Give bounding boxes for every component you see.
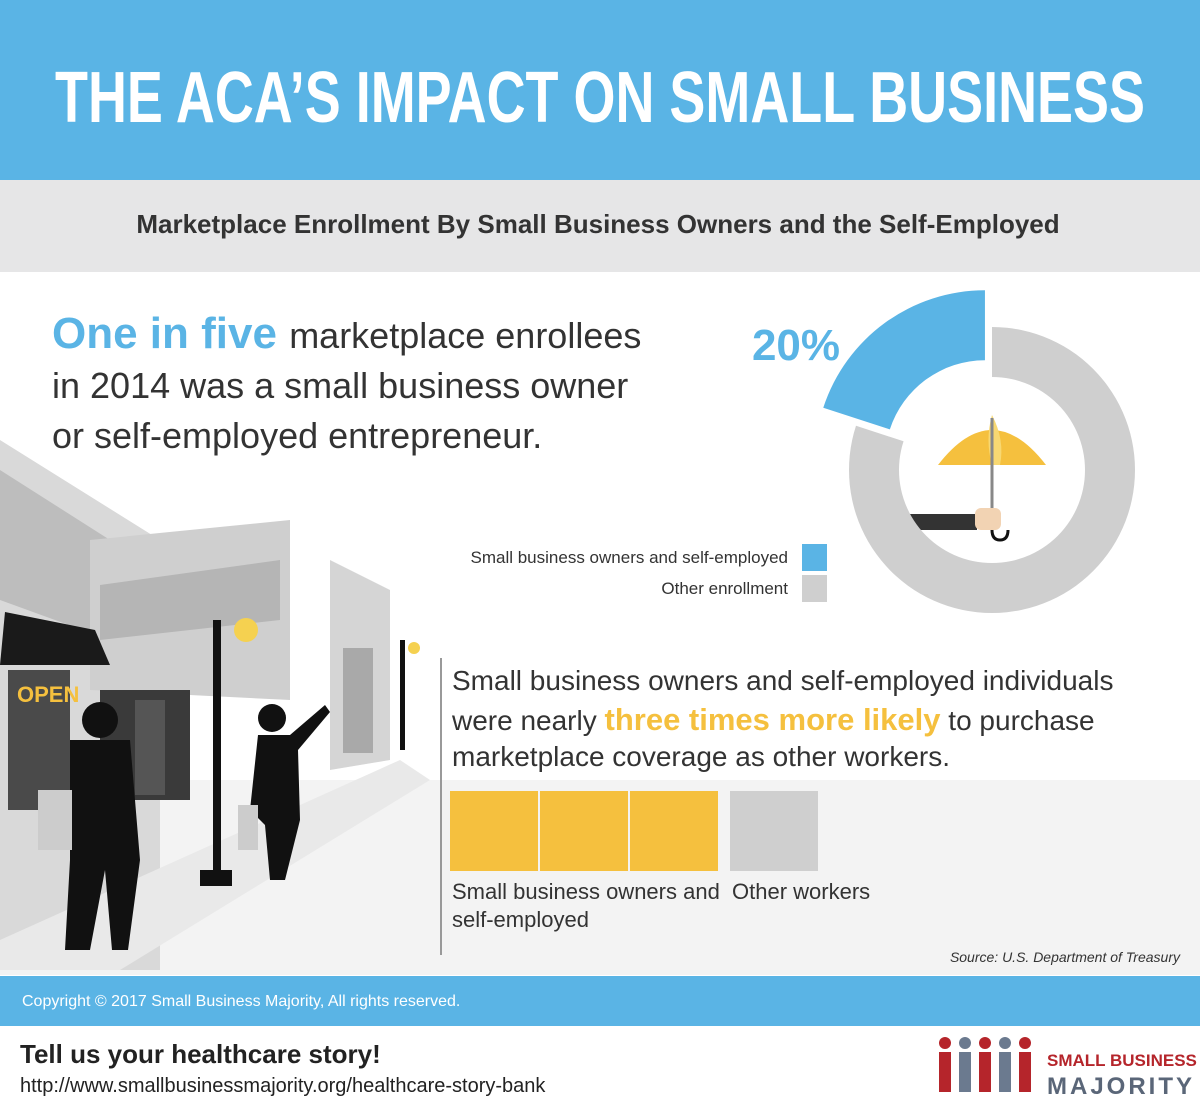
subtitle-band xyxy=(0,180,1200,272)
url[interactable]: http://www.smallbusinessmajority.org/hea… xyxy=(20,1075,546,1097)
svg-text:OPEN: OPEN xyxy=(17,682,79,707)
pictograph-group xyxy=(450,791,718,871)
intro-highlight: One in five xyxy=(52,309,277,358)
pictograph-group xyxy=(730,791,818,871)
source: Source: U.S. Department of Treasury xyxy=(950,949,1181,965)
subtitle: Marketplace Enrollment By Small Business… xyxy=(136,209,1059,239)
logo-icon xyxy=(939,1037,1031,1092)
umbrella-icon xyxy=(905,415,1046,542)
comparison-text: were nearly xyxy=(451,705,605,736)
intro-line: One in five marketplace enrollees xyxy=(52,309,641,358)
legend-label: Small business owners and self-employed xyxy=(471,548,789,567)
footer-band xyxy=(0,976,1200,1026)
comparison-text: Small business owners and self-employed … xyxy=(452,665,1113,696)
intro-text: marketplace enrollees xyxy=(289,315,641,356)
intro-text: in 2014 was a small business owner xyxy=(52,365,628,406)
copyright: Copyright © 2017 Small Business Majority… xyxy=(22,993,460,1010)
header-band xyxy=(0,0,1200,180)
pictograph-square xyxy=(730,791,818,871)
legend-label: Other enrollment xyxy=(661,579,788,598)
legend-swatch xyxy=(802,575,827,602)
pictograph-square xyxy=(630,791,718,871)
pictograph-square xyxy=(450,791,538,871)
pictograph-label: Small business owners and self-employed xyxy=(452,879,720,932)
comparison-text: marketplace coverage as other workers. xyxy=(452,741,950,772)
legend-swatch xyxy=(802,544,827,571)
title: THE ACA’S IMPACT ON SMALL BUSINESS xyxy=(55,58,1145,138)
pictograph-square xyxy=(540,791,628,871)
comparison-text: were nearly three times more likely to p… xyxy=(451,702,1095,737)
pie-slice xyxy=(848,327,1135,613)
value-label: 20% xyxy=(752,321,840,370)
pie-slice xyxy=(823,290,985,430)
logo-text: SMALL BUSINESS xyxy=(1047,1051,1197,1070)
comparison-text: to purchase xyxy=(941,705,1095,736)
pictograph-label: Other workers xyxy=(732,879,870,904)
street-illustration: OPEN xyxy=(0,440,1200,975)
cta: Tell us your healthcare story! xyxy=(20,1039,381,1069)
logo-text: MAJORITY xyxy=(1047,1073,1195,1100)
comparison-highlight: three times more likely xyxy=(605,702,942,737)
intro-text: or self-employed entrepreneur. xyxy=(52,415,542,456)
